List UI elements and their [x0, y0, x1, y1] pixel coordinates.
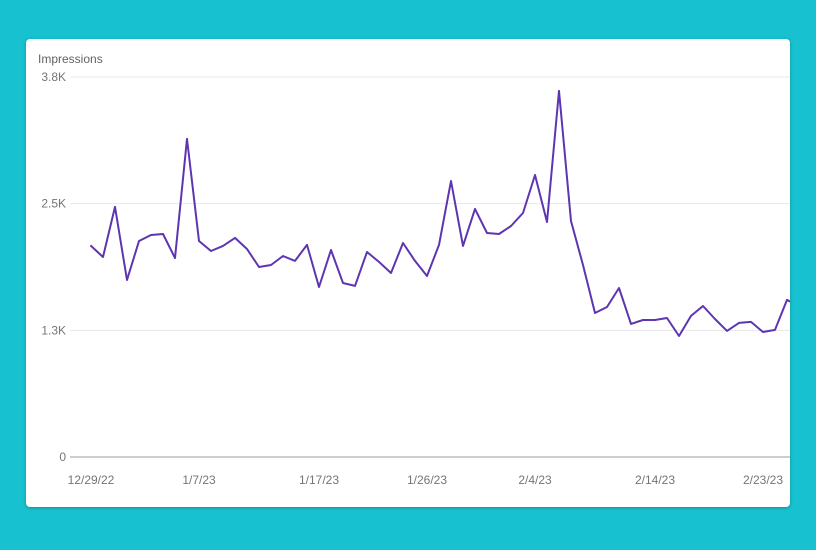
chart-gridlines	[70, 76, 790, 458]
x-tick-label: 1/26/23	[407, 473, 447, 487]
y-axis-labels: 0 1.3K 2.5K 3.8K	[41, 70, 66, 464]
impressions-chart-card: Impressions 0 1.3K 2.5K 3.8K 12/29/22 1/7/23…	[26, 39, 790, 507]
y-tick-label: 1.3K	[41, 323, 66, 337]
impressions-line-chart[interactable]: 0 1.3K 2.5K 3.8K 12/29/22 1/7/23 1/17/23 1/26/…	[26, 39, 790, 507]
x-tick-label: 2/14/23	[635, 473, 675, 487]
impressions-series-line[interactable]	[90, 89, 790, 337]
x-axis-labels: 12/29/22 1/7/23 1/17/23 1/26/23 2/4/23 2/14/2…	[68, 473, 784, 487]
x-tick-label: 2/23/23	[743, 473, 783, 487]
y-tick-label: 3.8K	[41, 70, 66, 84]
x-tick-label: 2/4/23	[518, 473, 552, 487]
x-tick-label: 1/17/23	[299, 473, 339, 487]
y-tick-label: 0	[59, 450, 66, 464]
y-tick-label: 2.5K	[41, 197, 66, 211]
chart-metric-title: Impressions	[38, 52, 103, 66]
x-tick-label: 12/29/22	[68, 473, 115, 487]
x-tick-label: 1/7/23	[182, 473, 216, 487]
